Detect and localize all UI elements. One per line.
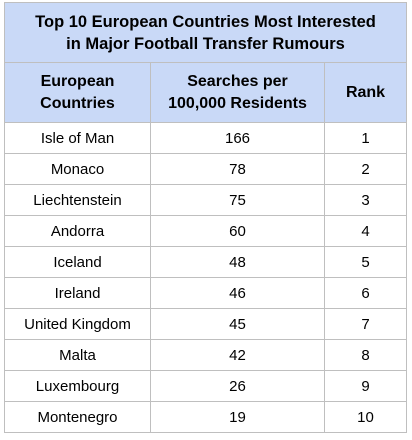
rankings-table: Top 10 European Countries Most Intereste…: [3, 2, 408, 433]
rank-cell: 1: [323, 122, 408, 154]
table-row: United Kingdom 45 7: [4, 308, 408, 340]
rank-cell: 2: [323, 153, 408, 185]
table-row: Malta 42 8: [4, 339, 408, 371]
searches-cell: 46: [150, 277, 325, 309]
country-cell: Luxembourg: [4, 370, 151, 402]
rank-cell: 6: [323, 277, 408, 309]
header-searches-line-2: 100,000 Residents: [168, 94, 307, 112]
rank-cell: 7: [323, 308, 408, 340]
header-country-line-2: Countries: [40, 94, 115, 112]
rank-cell: 9: [323, 370, 408, 402]
searches-cell: 45: [150, 308, 325, 340]
rank-cell: 3: [323, 184, 408, 216]
header-searches: Searches per 100,000 Residents: [150, 62, 325, 123]
country-cell: Liechtenstein: [4, 184, 151, 216]
header-country: European Countries: [4, 62, 151, 123]
country-cell: United Kingdom: [4, 308, 151, 340]
country-cell: Ireland: [4, 277, 151, 309]
searches-cell: 19: [150, 401, 325, 433]
country-cell: Montenegro: [4, 401, 151, 433]
searches-cell: 78: [150, 153, 325, 185]
country-cell: Monaco: [4, 153, 151, 185]
searches-cell: 48: [150, 246, 325, 278]
rank-cell: 4: [323, 215, 408, 247]
header-row: European Countries Searches per 100,000 …: [4, 62, 408, 123]
header-country-line-1: European: [40, 72, 115, 90]
rankings-table-container: Top 10 European Countries Most Intereste…: [3, 2, 408, 433]
table-row: Liechtenstein 75 3: [4, 184, 408, 216]
table-title-line-1: Top 10 European Countries Most Intereste…: [35, 12, 376, 31]
header-rank: Rank: [323, 62, 408, 123]
header-searches-line-1: Searches per: [187, 72, 288, 90]
country-cell: Malta: [4, 339, 151, 371]
searches-cell: 166: [150, 122, 325, 154]
searches-cell: 75: [150, 184, 325, 216]
table-row: Monaco 78 2: [4, 153, 408, 185]
table-row: Iceland 48 5: [4, 246, 408, 278]
searches-cell: 42: [150, 339, 325, 371]
header-rank-label: Rank: [345, 83, 386, 101]
title-row: Top 10 European Countries Most Intereste…: [3, 2, 408, 63]
table-title-line-2: in Major Football Transfer Rumours: [66, 34, 345, 53]
table-row: Andorra 60 4: [4, 215, 408, 247]
table-row: Luxembourg 26 9: [4, 370, 408, 402]
rank-cell: 8: [323, 339, 408, 371]
searches-cell: 60: [150, 215, 325, 247]
table-row: Ireland 46 6: [4, 277, 408, 309]
rank-cell: 5: [323, 246, 408, 278]
table-title: Top 10 European Countries Most Intereste…: [3, 2, 408, 63]
table-row: Isle of Man 166 1: [4, 122, 408, 154]
table-row: Montenegro 19 10: [4, 401, 408, 433]
rank-cell: 10: [323, 401, 408, 433]
searches-cell: 26: [150, 370, 325, 402]
country-cell: Isle of Man: [4, 122, 151, 154]
country-cell: Andorra: [4, 215, 151, 247]
country-cell: Iceland: [4, 246, 151, 278]
